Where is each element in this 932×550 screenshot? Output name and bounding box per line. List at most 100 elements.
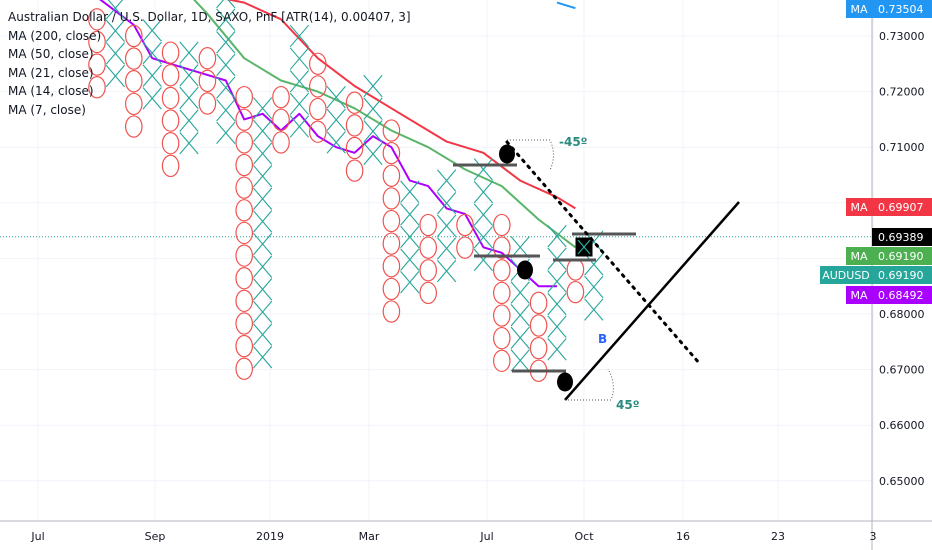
x-box (363, 142, 383, 166)
o-box (235, 357, 253, 380)
x-box (105, 42, 126, 65)
x-box (252, 232, 273, 256)
x-box (547, 225, 567, 248)
o-box (125, 47, 143, 70)
x-box (216, 99, 236, 122)
o-box (308, 120, 327, 143)
x-box (326, 131, 346, 154)
o-box (125, 115, 143, 138)
o-box (161, 64, 180, 87)
o-box (161, 131, 180, 155)
pnf-columns (88, 0, 604, 382)
o-box (235, 176, 253, 199)
x-box (547, 270, 567, 293)
x-box (584, 253, 604, 276)
x-box (252, 323, 273, 346)
angle-label-bottom: 45º (616, 398, 640, 412)
x-box (436, 169, 457, 192)
o-box (492, 213, 511, 237)
pnf-column-o (308, 52, 327, 143)
x-box (436, 214, 457, 237)
price-tag-value-bg (872, 198, 932, 216)
o-box (272, 85, 290, 109)
pnf-column-o (566, 258, 585, 304)
o-box (161, 86, 180, 110)
pnf-column-o (529, 291, 548, 382)
x-box (363, 120, 383, 143)
ma-line (556, 1, 576, 10)
o-box (345, 159, 364, 182)
o-box (235, 199, 253, 222)
x-box (289, 24, 310, 48)
y-tick-label: 0.68000 (879, 308, 925, 321)
price-tag: MA 0.73504 (846, 0, 932, 18)
price-tag-label: MA (850, 3, 867, 16)
y-tick-label: 0.72000 (879, 86, 925, 99)
trend-line-up[interactable] (564, 201, 740, 401)
x-box (179, 41, 199, 64)
x-box (400, 225, 420, 249)
y-tick-label: 0.71000 (879, 141, 925, 154)
price-tag-label-bg (846, 0, 872, 18)
o-box (492, 304, 511, 327)
x-axis[interactable]: Jul Sep 2019 Mar Jul Oct 16 23 3 (0, 520, 932, 543)
price-tag-label-bg (846, 286, 872, 304)
o-box (272, 131, 290, 154)
o-box (382, 232, 401, 255)
price-tag: MA 0.69907 (846, 198, 932, 216)
x-box (363, 74, 383, 98)
marker-b-label: B (598, 332, 607, 346)
chart-grid (0, 0, 874, 521)
x-box (179, 109, 199, 132)
x-tick-label: Oct (574, 530, 594, 543)
o-box (235, 312, 253, 335)
o-box (492, 281, 511, 305)
y-tick-label: 0.73000 (879, 30, 925, 43)
pnf-column-x (363, 74, 383, 166)
price-tag-value: 0.69389 (878, 231, 924, 244)
pnf-column-x (142, 19, 162, 110)
x-box (289, 115, 310, 138)
x-box (252, 165, 273, 188)
o-box (161, 109, 180, 132)
ma-line (226, 0, 576, 210)
x-box (216, 121, 236, 145)
pnf-column-o (272, 85, 290, 154)
x-box (252, 278, 273, 301)
o-box (161, 154, 180, 178)
price-tag-value-bg (872, 0, 932, 18)
x-tick-label: Jul (479, 530, 493, 543)
o-box (88, 8, 106, 31)
o-box (382, 277, 401, 301)
marker-dot[interactable] (499, 144, 515, 164)
x-box (510, 281, 530, 304)
pnf-column-x (289, 24, 310, 138)
o-box (198, 69, 217, 93)
x-box (179, 132, 199, 155)
price-tag-label: MA (850, 250, 867, 263)
pnf-column-x (400, 180, 420, 294)
x-box (547, 315, 567, 338)
x-box (289, 92, 310, 116)
x-box (473, 226, 494, 249)
x-box (584, 275, 604, 299)
x-box (473, 203, 494, 226)
x-box (105, 64, 126, 88)
o-box (419, 281, 437, 305)
pnf-column-x (473, 158, 494, 272)
x-box (400, 271, 420, 294)
o-box (566, 280, 585, 304)
marker-dot[interactable] (517, 260, 533, 280)
x-box (227, 0, 236, 9)
x-box (216, 76, 236, 99)
x-box (252, 255, 273, 278)
o-box (235, 266, 253, 290)
marker-dot[interactable] (557, 372, 573, 392)
trend-line-down[interactable] (505, 140, 702, 366)
price-tag-value: 0.69907 (878, 201, 924, 214)
o-box (529, 336, 548, 360)
x-tick-label: Jul (30, 530, 44, 543)
price-tag-label: MA (850, 289, 867, 302)
